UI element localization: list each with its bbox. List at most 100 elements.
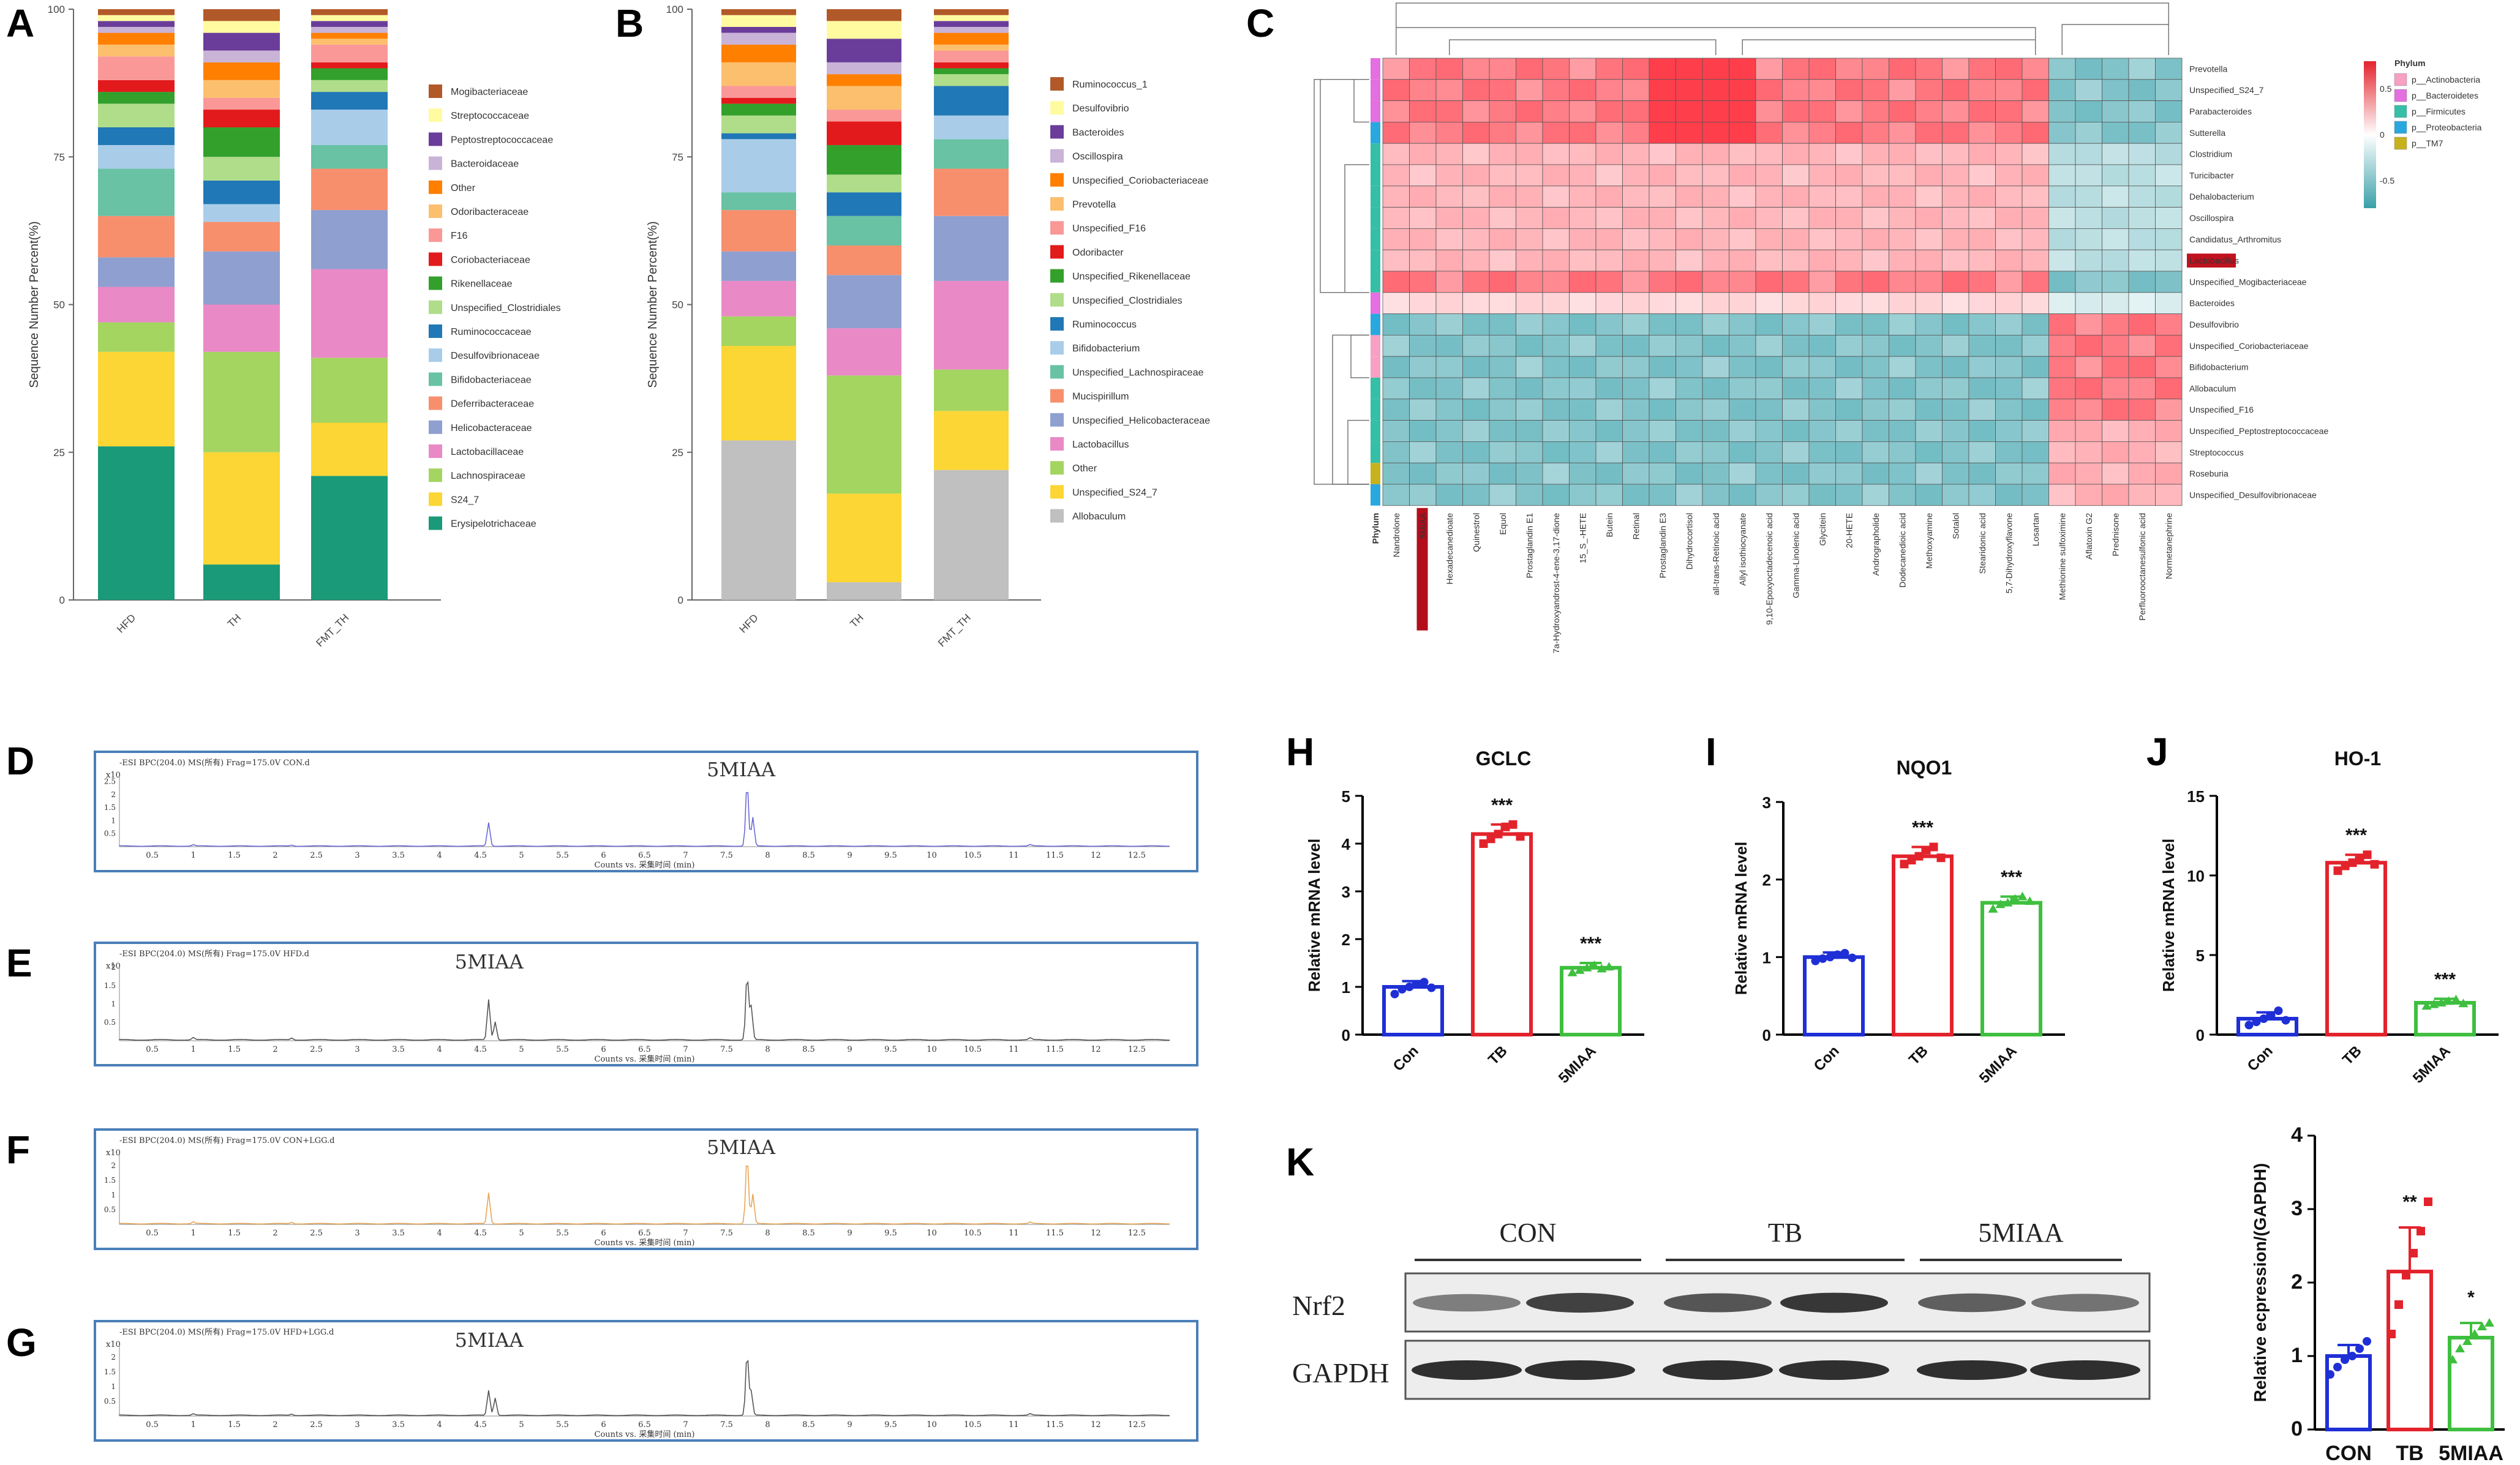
legend-swatch-B [1050,461,1064,475]
chromatogram-frame [94,1320,1198,1442]
bar-segment-A [98,32,175,45]
heatmap-cell [1915,313,1943,335]
heatmap-cell [1435,249,1463,272]
y-tick-label: 100 [666,4,683,15]
heatmap-cell [1595,292,1623,314]
legend-label-B: Unspecified_Clostridiales [1072,296,1183,306]
heatmap-cell [2155,313,2183,335]
heatmap-cell [1409,228,1437,250]
legend-label-A: F16 [451,231,468,241]
chromatogram-x-tick: 12.5 [1128,1229,1146,1238]
heatmap-cell [1702,420,1729,442]
y-tick-label: 2 [2291,1270,2303,1294]
heatmap-cell [1808,100,1836,122]
x-tick-label: TH [225,612,243,629]
chromatogram-E: -ESI BPC(204.0) MS(所有) Frag=175.0V HFD.d… [94,942,1198,1066]
heatmap-cell [2128,58,2156,80]
heatmap-cell [2128,185,2156,208]
bar-segment-B [827,245,901,275]
x-tick-label: 5MIAA [1555,1043,1600,1087]
legend-label-A: Bacteroidaceae [451,159,519,170]
heatmap-cell [1702,292,1729,314]
chromatogram-x-tick: 1.5 [228,1420,241,1429]
heatmap-cell [1915,292,1943,314]
heatmap-cell [1782,249,1810,272]
data-point [2355,855,2364,864]
data-point [2394,1300,2403,1309]
heatmap-cell [2048,228,2076,250]
x-tick-label: HFD [737,612,761,635]
chromatogram-x-tick: 12 [1091,1229,1101,1238]
heatmap-cell [1889,313,1916,335]
heatmap-cell [1542,185,1570,208]
heatmap-col-label: Methionine sulfoximine [2057,513,2067,601]
data-point [1567,967,1578,976]
nrf2-band [1413,1294,1521,1312]
bar-segment-A [203,50,280,62]
bar-segment-B [934,32,1009,45]
heatmap-cell [1889,164,1916,187]
chromatogram-y-tick: 2 [111,1353,116,1362]
chromatogram-header: -ESI BPC(204.0) MS(所有) Frag=175.0V HFD.d [119,950,309,959]
heatmap-cell [2048,292,2076,314]
chromatogram-y-tick: 1.5 [104,1368,116,1376]
chromatogram-x-label: Counts vs. 采集时间 (min) [595,860,695,870]
chromatogram-x-tick: 8 [765,851,770,860]
blot-group-label: 5MIAA [1978,1218,2064,1248]
chromatogram-y-tick: 1.5 [104,981,116,990]
heatmap-cell [2075,121,2102,144]
heatmap-cell [1702,462,1729,485]
heatmap-col-label: Prostaglandin E1 [1524,513,1534,579]
data-point [1582,962,1592,972]
legend-swatch-A [429,372,442,386]
legend-label-A: Bifidobacteriaceae [451,375,532,385]
bar-segment-B [721,26,796,33]
data-point [2281,1016,2290,1025]
heatmap-cell [2075,377,2102,400]
bar-segment-A [203,32,280,51]
heatmap-cell [2128,292,2156,314]
row-dendrogram-branch [1350,334,1369,378]
data-point [2363,1337,2371,1346]
heatmap-cell [1862,335,1889,357]
chromatogram-x-label: Counts vs. 采集时间 (min) [595,1238,695,1248]
legend-swatch-B [1050,389,1064,403]
heatmap-cell [1649,271,1676,293]
nrf2-band [1918,1293,2026,1313]
chromatogram-x-tick: 0.5 [146,1045,159,1054]
bar-segment-B [934,411,1009,470]
heatmap-cell [1622,58,1650,80]
heatmap-cell [1942,292,1969,314]
heatmap-cell [1489,185,1516,208]
y-axis-label: Relative mRNA level [2159,839,2178,992]
heatmap-cell [1968,100,1996,122]
legend-label-B: Ruminococcus_1 [1072,80,1148,90]
heatmap-cell [2128,377,2156,400]
heatmap-cell [1835,143,1863,165]
heatmap-cell [1835,420,1863,442]
data-point [1589,960,1600,969]
heatmap-cell [1622,335,1650,357]
heatmap-cell [1942,249,1969,272]
heatmap-cell [1995,164,2023,187]
legend-swatch-A [429,516,442,530]
heatmap-cell [1409,399,1437,421]
heatmap-cell [2155,399,2183,421]
legend-label-A: Coriobacteriaceae [451,255,530,265]
heatmap-cell [1729,484,1756,506]
x-tick-label: 5MIAA [1976,1043,2020,1087]
data-point [2458,999,2469,1008]
legend-label-A: Ruminococcaceae [451,327,532,337]
bar-segment-A [98,56,175,80]
heatmap-cell [2155,228,2183,250]
phylum-annotation-cell [1371,420,1380,442]
phylum-annotation-cell [1371,292,1380,314]
heatmap-cell [1915,377,1943,400]
legend-label-A: Other [451,183,476,193]
bar-segment-B [827,62,901,75]
heatmap-cell [2048,484,2076,506]
chromatogram-x-tick: 1 [190,1229,195,1238]
phylum-legend-label: p__Bacteroidetes [2412,91,2478,100]
heatmap-cell [1808,143,1836,165]
